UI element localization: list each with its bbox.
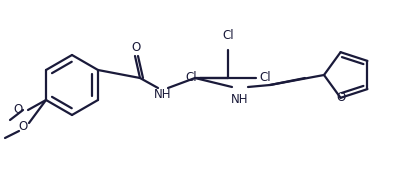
Text: Cl: Cl: [259, 72, 270, 85]
Text: O: O: [131, 41, 140, 54]
Text: O: O: [335, 91, 344, 104]
Text: Cl: Cl: [185, 72, 196, 85]
Text: NH: NH: [154, 89, 171, 101]
Text: O: O: [18, 121, 28, 134]
Text: NH: NH: [231, 93, 248, 107]
Text: Cl: Cl: [222, 29, 233, 42]
Text: O: O: [14, 103, 23, 117]
